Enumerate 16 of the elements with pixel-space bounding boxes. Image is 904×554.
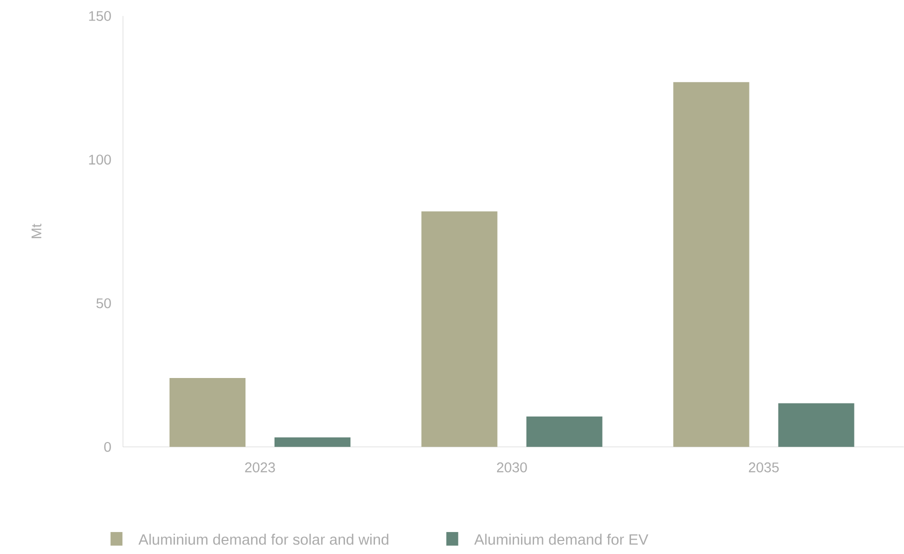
- bar: [778, 403, 854, 447]
- x-tick-label: 2030: [497, 462, 527, 472]
- y-tick-label: 100: [89, 154, 111, 165]
- legend-label: Aluminium demand for solar and wind: [138, 534, 388, 545]
- bar: [170, 378, 246, 447]
- bar: [421, 211, 498, 447]
- legend-label: Aluminium demand for EV: [474, 534, 648, 545]
- bar: [526, 416, 602, 447]
- y-tick-label: 0: [104, 442, 111, 452]
- bar: [274, 437, 350, 447]
- x-tick-label: 2023: [245, 462, 275, 472]
- y-axis-title: Mt: [32, 224, 42, 238]
- y-tick-label: 50: [96, 298, 111, 308]
- bar: [673, 82, 750, 447]
- x-tick-label: 2035: [748, 462, 779, 472]
- y-tick-label: 150: [89, 11, 111, 22]
